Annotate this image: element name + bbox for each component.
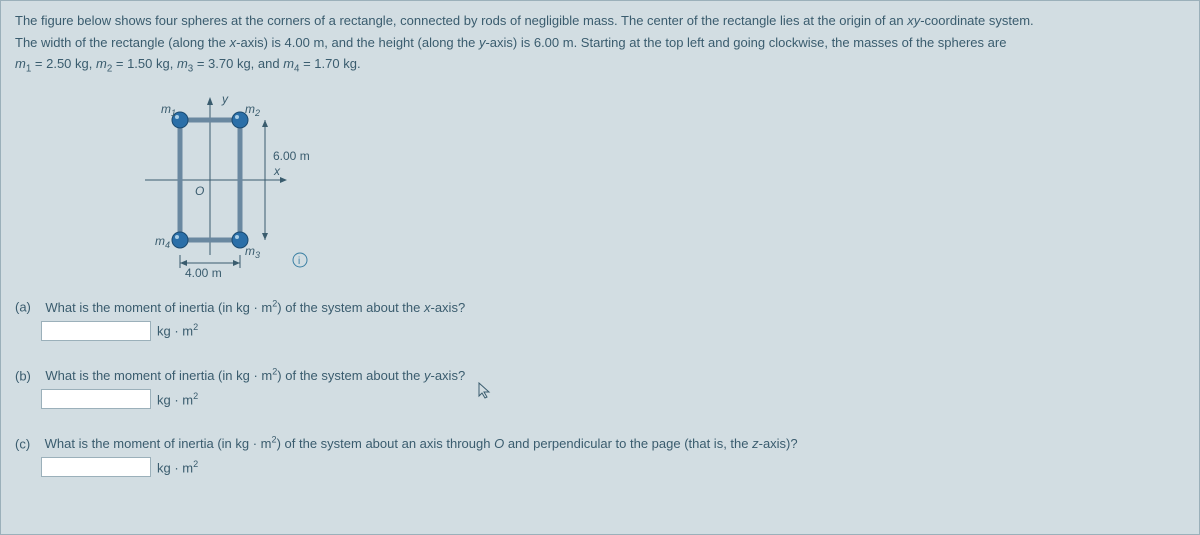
figure-diagram: y x O m1 m2 m3 m4 6.00 m: [125, 85, 385, 280]
q-b-text-b: ) of the system about the: [277, 368, 424, 383]
q-c-label: (c): [15, 436, 30, 451]
width-dim-label: 4.00 m: [185, 266, 222, 280]
intro-text: The figure below shows four spheres at t…: [15, 11, 1185, 77]
q-c-O: O: [494, 436, 504, 451]
axis-x-label: x: [273, 164, 281, 178]
q-b-label: (b): [15, 368, 31, 383]
unit-a-sup: 2: [193, 322, 198, 332]
questions-section: (a) What is the moment of inertia (in kg…: [15, 298, 1185, 477]
svg-text:m3: m3: [245, 244, 260, 260]
axis-y-label: y: [221, 92, 229, 106]
q-b-text-a: What is the moment of inertia (in kg · m: [45, 368, 272, 383]
height-dim-label: 6.00 m: [273, 149, 310, 163]
m1-sym: m: [15, 56, 26, 71]
unit-c-sup: 2: [193, 459, 198, 469]
m2-sym: m: [96, 56, 107, 71]
answer-c-input[interactable]: [41, 457, 151, 477]
answer-b-input[interactable]: [41, 389, 151, 409]
unit-b-sup: 2: [193, 391, 198, 401]
q-a-label: (a): [15, 300, 31, 315]
svg-text:m4: m4: [155, 234, 170, 250]
question-b: (b) What is the moment of inertia (in kg…: [15, 367, 1185, 409]
m3-eq: = 3.70 kg, and: [193, 56, 283, 71]
fig-m1s: 1: [171, 108, 176, 118]
q-a-text-c: -axis?: [431, 300, 466, 315]
fig-m2: m: [245, 102, 255, 116]
intro-line1b: -coordinate system.: [920, 13, 1033, 28]
svg-text:m2: m2: [245, 102, 260, 118]
fig-m1: m: [161, 102, 171, 116]
q-b-text-c: -axis?: [431, 368, 466, 383]
fig-m4s: 4: [165, 240, 170, 250]
svg-text:m1: m1: [161, 102, 176, 118]
m1-eq: = 2.50 kg,: [31, 56, 96, 71]
origin-label: O: [195, 184, 204, 198]
unit-a: kg · m: [157, 324, 193, 339]
question-c: (c) What is the moment of inertia (in kg…: [15, 435, 1185, 477]
m4-eq: = 1.70 kg.: [299, 56, 360, 71]
intro-line2c: -axis) is 6.00 m. Starting at the top le…: [485, 35, 1006, 50]
intro-line2a: The width of the rectangle (along the: [15, 35, 230, 50]
intro-line1a: The figure below shows four spheres at t…: [15, 13, 907, 28]
q-c-text-b: ) of the system about an axis through: [277, 436, 495, 451]
physics-figure-svg: y x O m1 m2 m3 m4 6.00 m: [125, 85, 385, 280]
fig-m2s: 2: [254, 108, 260, 118]
fig-m3: m: [245, 244, 255, 258]
intro-xy: xy: [907, 13, 920, 28]
page-container: The figure below shows four spheres at t…: [0, 0, 1200, 535]
fig-m3s: 3: [255, 250, 260, 260]
unit-b: kg · m: [157, 392, 193, 407]
q-c-text-a: What is the moment of inertia (in kg · m: [45, 436, 272, 451]
info-icon[interactable]: i: [298, 256, 300, 267]
q-c-text-d: -axis)?: [759, 436, 798, 451]
q-a-text-a: What is the moment of inertia (in kg · m: [45, 300, 272, 315]
cursor-icon: [478, 382, 492, 404]
question-a: (a) What is the moment of inertia (in kg…: [15, 298, 1185, 340]
fig-m4: m: [155, 234, 165, 248]
unit-c: kg · m: [157, 460, 193, 475]
q-c-text-c: and perpendicular to the page (that is, …: [504, 436, 752, 451]
m2-eq: = 1.50 kg,: [112, 56, 177, 71]
intro-line2b: -axis) is 4.00 m, and the height (along …: [236, 35, 479, 50]
q-a-text-b: ) of the system about the: [277, 300, 424, 315]
m4-sym: m: [283, 56, 294, 71]
mass-equation-line: m1 = 2.50 kg, m2 = 1.50 kg, m3 = 3.70 kg…: [15, 54, 1185, 77]
m3-sym: m: [177, 56, 188, 71]
answer-a-input[interactable]: [41, 321, 151, 341]
